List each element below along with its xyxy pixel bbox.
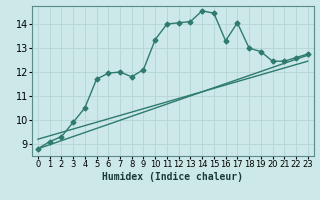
X-axis label: Humidex (Indice chaleur): Humidex (Indice chaleur) xyxy=(102,172,243,182)
